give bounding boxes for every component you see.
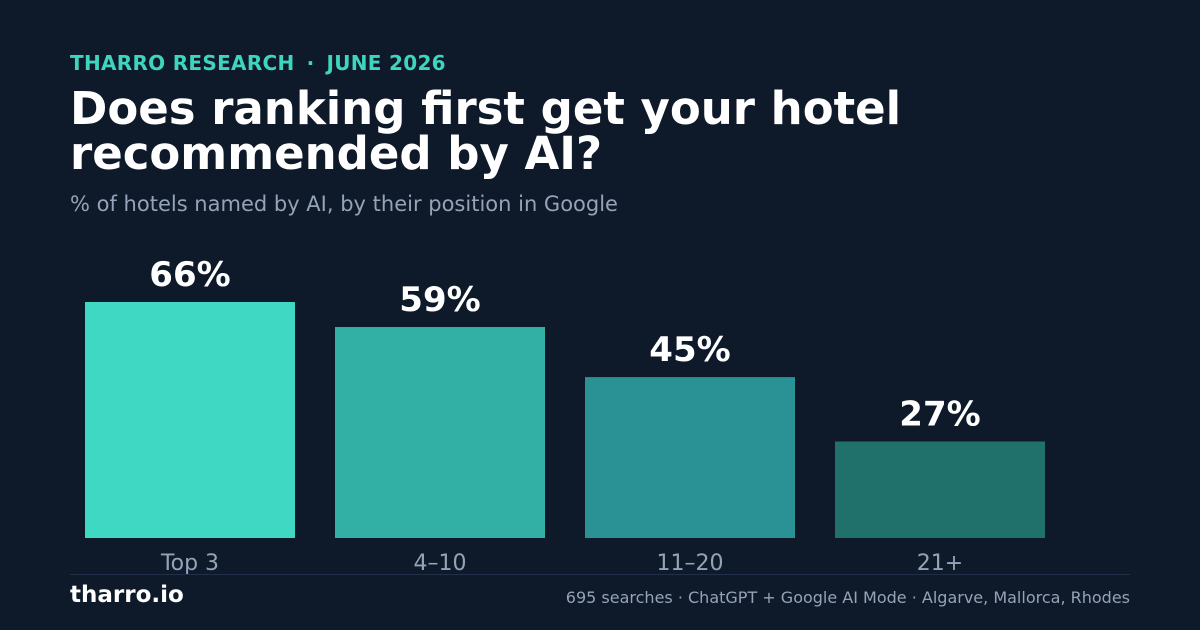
category-label-4: 21+ — [917, 551, 963, 576]
eyebrow-brand: THARRO RESEARCH — [70, 51, 295, 75]
bar-value-label-3: 45% — [649, 330, 730, 370]
bar-3 — [585, 377, 795, 538]
eyebrow: THARRO RESEARCH · JUNE 2026 — [70, 51, 446, 75]
chart-subtitle: % of hotels named by AI, by their positi… — [70, 192, 618, 216]
bar-2 — [335, 327, 545, 538]
chart-title-line-2: recommended by AI? — [70, 127, 603, 180]
eyebrow-separator: · — [306, 51, 315, 75]
category-label-1: Top 3 — [160, 551, 219, 576]
category-label-3: 11–20 — [657, 551, 724, 576]
bar-1 — [85, 302, 295, 538]
eyebrow-date: JUNE 2026 — [326, 51, 446, 75]
bar-4 — [835, 441, 1045, 538]
footer-source: 695 searches · ChatGPT + Google AI Mode … — [565, 588, 1130, 607]
chart-title: Does ranking first get your hotel recomme… — [70, 86, 1150, 176]
bar-value-label-4: 27% — [899, 394, 980, 434]
footer-brand: tharro.io — [70, 582, 184, 608]
bar-value-label-2: 59% — [399, 280, 480, 320]
chart-title-line-1: Does ranking first get your hotel — [70, 82, 902, 135]
bar-chart: 66% Top 3 59% 4–10 45% 11–20 27% 21+ — [85, 255, 1045, 576]
bar-value-label-1: 66% — [149, 255, 230, 295]
footer-divider — [70, 574, 1130, 575]
category-label-2: 4–10 — [414, 551, 467, 576]
